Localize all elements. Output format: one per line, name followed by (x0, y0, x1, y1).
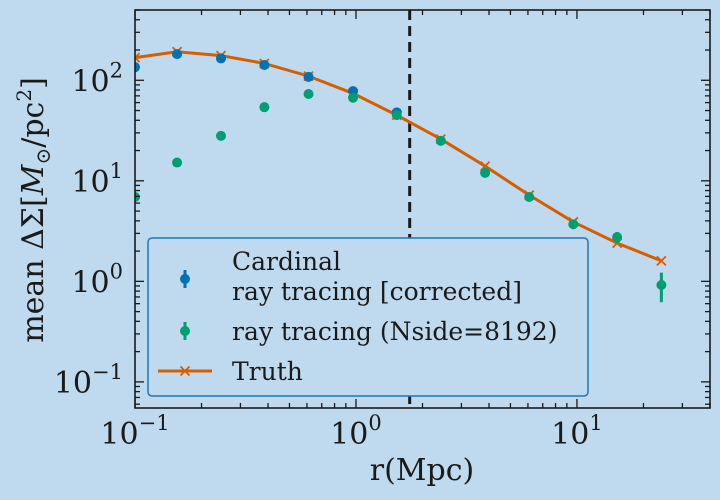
y-axis-label-unit-rest: /pc (16, 102, 51, 148)
raytracing-point (391, 110, 402, 121)
x-tick-label-exp: 1 (589, 411, 602, 435)
legend-truth-marker (179, 365, 191, 377)
raytracing-point (215, 130, 226, 141)
plot-content (135, 10, 667, 408)
raytracing-point (435, 135, 446, 146)
y-tick-label: 10−1 (54, 360, 123, 401)
raytracing-point (568, 219, 579, 230)
y-axis-label-suffix: ] (16, 77, 51, 89)
y-tick-label: 102 (71, 58, 123, 99)
legend-cardinal-label: ray tracing [corrected] (232, 277, 522, 306)
raytracing-point (172, 157, 183, 168)
x-tick-label: 101 (551, 411, 603, 452)
truth-marker (656, 255, 667, 266)
y-tick-label-exp: 1 (110, 159, 123, 183)
y-tick-label-exp: 0 (110, 259, 123, 283)
y-tick-label-exp: 2 (110, 58, 123, 82)
x-tick-label-exp: −1 (139, 411, 170, 435)
x-tick-label-base: 10 (551, 417, 589, 452)
truth-marker (135, 52, 141, 63)
cardinal-point (172, 49, 183, 60)
raytracing-point (480, 167, 491, 178)
x-axis-label: r(Mpc) (370, 453, 474, 488)
legend-truth-label: Truth (232, 357, 303, 386)
raytracing-point (348, 92, 359, 103)
cardinal-point (135, 62, 140, 73)
y-tick-label-base: 10 (71, 64, 109, 99)
raytracing-point (656, 279, 667, 290)
y-tick-label-base: 10 (71, 265, 109, 300)
y-axis-label: mean ΔΣ[M⊙/pc2] (12, 77, 55, 343)
y-axis-label-unit-sub: ⊙ (31, 148, 55, 165)
x-tick-label: 100 (330, 411, 382, 452)
legend-cardinal-marker (180, 274, 190, 284)
raytracing-point (524, 192, 535, 203)
y-tick-label-base: 10 (54, 366, 92, 401)
legend-raytracing-marker (180, 326, 190, 336)
raytracing-point (612, 232, 623, 243)
y-tick-label-base: 10 (71, 165, 109, 200)
x-tick-label: 10−1 (100, 411, 169, 452)
cardinal-point (215, 53, 226, 64)
legend-box (147, 237, 589, 397)
y-axis-label-prefix: mean ΔΣ[ (16, 195, 51, 343)
plot-area (135, 10, 667, 408)
y-tick-label: 100 (71, 259, 123, 300)
y-tick-label-exp: −1 (92, 360, 123, 384)
x-tick-label-base: 10 (330, 417, 368, 452)
legend-raytracing-label: ray tracing (Nside=8192) (232, 317, 557, 346)
y-axis-label-unit: M (16, 163, 51, 196)
truth-line (135, 50, 662, 263)
legend-cardinal-label: Cardinal (232, 247, 341, 276)
x-tick-label-base: 10 (100, 417, 138, 452)
raytracing-point (259, 102, 270, 113)
x-tick-label-exp: 0 (368, 411, 381, 435)
cardinal-point (303, 71, 314, 82)
y-axis-label-unit-sup: 2 (12, 89, 36, 102)
cardinal-point (259, 59, 270, 70)
raytracing-point (303, 89, 314, 100)
y-tick-label: 101 (71, 159, 123, 200)
